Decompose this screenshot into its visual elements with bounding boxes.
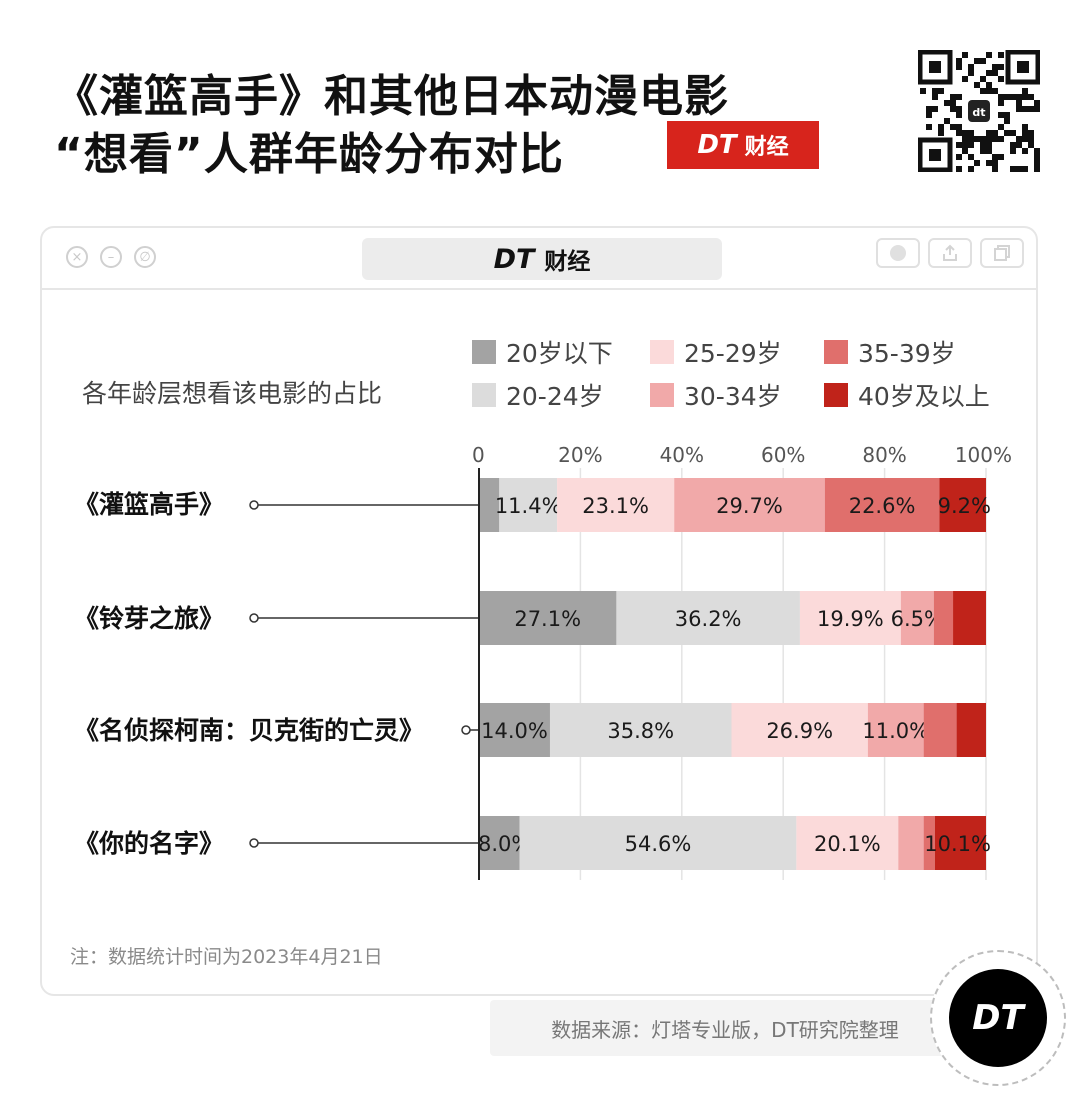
legend-item-20-24: 20-24岁 xyxy=(472,377,604,413)
data-note: 注：数据统计时间为2023年4月21日 xyxy=(70,946,383,968)
bar-segment xyxy=(824,478,940,532)
bar-data-label: 26.9% xyxy=(766,719,833,743)
x-tick-label: 0 xyxy=(472,443,485,467)
window-title-cj: 财经 xyxy=(544,249,591,275)
chart-subtitle: 各年龄层想看该电影的占比 xyxy=(82,379,383,408)
legend-label: 20岁以下 xyxy=(506,339,613,368)
bar-segment xyxy=(900,591,934,645)
bar-data-label: 22.6% xyxy=(849,494,916,518)
bar-data-label: 36.2% xyxy=(675,607,742,631)
bar-data-label: 29.7% xyxy=(716,494,783,518)
bar-data-label: 27.1% xyxy=(514,607,581,631)
bar-data-label: 35.8% xyxy=(607,719,674,743)
legend-item-under20: 20岁以下 xyxy=(472,334,613,370)
copy-icon[interactable] xyxy=(980,238,1024,268)
x-tick-label: 20% xyxy=(558,443,602,467)
leader-dot xyxy=(249,613,259,623)
bar-segment xyxy=(923,816,935,870)
brand-badge-dt: DT xyxy=(697,130,737,160)
legend-swatch xyxy=(472,340,496,364)
disabled-icon[interactable]: ∅ xyxy=(134,246,156,268)
page-title-line2: “想看”人群年龄分布对比 xyxy=(54,129,564,180)
bar-segment xyxy=(796,816,899,870)
close-icon[interactable]: × xyxy=(66,246,88,268)
bar-data-label: 14.0% xyxy=(481,719,548,743)
leader-dot xyxy=(461,725,471,735)
legend-label: 30-34岁 xyxy=(684,382,782,411)
bar-segment xyxy=(479,591,617,645)
bar-segment xyxy=(499,478,558,532)
leader-dot xyxy=(249,500,259,510)
page-title-line1: 《灌篮高手》和其他日本动漫电影 xyxy=(54,71,729,122)
x-tick-label: 40% xyxy=(660,443,704,467)
bar-segment xyxy=(731,703,868,757)
record-icon[interactable] xyxy=(876,238,920,268)
bar-data-label: 54.6% xyxy=(625,832,692,856)
bar-segment xyxy=(898,816,924,870)
bar-segment xyxy=(549,703,732,757)
bar-data-label: 10.1% xyxy=(924,832,991,856)
bar-segment xyxy=(479,816,520,870)
bar-segment xyxy=(557,478,675,532)
legend-item-30-34: 30-34岁 xyxy=(650,377,782,413)
window-title: DT 财经 xyxy=(362,238,722,280)
bar-segment xyxy=(956,703,986,757)
category-label-slam-dunk: 《灌篮高手》 xyxy=(74,490,225,519)
legend-swatch xyxy=(824,340,848,364)
bar-data-label: 11.4% xyxy=(495,494,562,518)
svg-text:dt: dt xyxy=(972,106,985,119)
category-label-your-name: 《你的名字》 xyxy=(74,829,225,858)
share-icon[interactable] xyxy=(928,238,972,268)
legend-swatch xyxy=(824,383,848,407)
x-tick-label: 60% xyxy=(761,443,805,467)
bar-segment xyxy=(953,591,986,645)
legend-swatch xyxy=(472,383,496,407)
bar-segment xyxy=(519,816,797,870)
legend-swatch xyxy=(650,340,674,364)
bar-segment xyxy=(939,478,986,532)
x-tick-label: 100% xyxy=(955,443,1012,467)
legend-swatch xyxy=(650,383,674,407)
bar-segment xyxy=(674,478,825,532)
bar-data-label: 20.1% xyxy=(814,832,881,856)
window-header: × – ∅ DT 财经 xyxy=(42,228,1036,290)
legend-label: 35-39岁 xyxy=(858,339,956,368)
bar-data-label: 23.1% xyxy=(582,494,649,518)
bar-segment xyxy=(479,703,550,757)
legend-item-40plus: 40岁及以上 xyxy=(824,377,990,413)
bar-segment xyxy=(867,703,924,757)
brand-badge: DT 财经 xyxy=(667,121,819,169)
legend-label: 20-24岁 xyxy=(506,382,604,411)
brand-badge-cj: 财经 xyxy=(744,135,789,160)
qr-code-icon: dt xyxy=(918,50,1040,172)
bar-segment xyxy=(933,591,954,645)
dt-logo-badge: DT xyxy=(930,950,1066,1086)
legend-item-25-29: 25-29岁 xyxy=(650,334,782,370)
category-label-conan: 《名侦探柯南：贝克街的亡灵》 xyxy=(74,716,425,745)
minimize-icon[interactable]: – xyxy=(100,246,122,268)
bar-segment xyxy=(799,591,901,645)
data-source: 数据来源：灯塔专业版，DT研究院整理 xyxy=(490,1000,960,1056)
legend-label: 25-29岁 xyxy=(684,339,782,368)
bar-segment xyxy=(616,591,800,645)
bar-data-label: 9.2% xyxy=(938,494,991,518)
bar-segment xyxy=(934,816,986,870)
bar-segment xyxy=(479,478,500,532)
category-label-suzume: 《铃芽之旅》 xyxy=(74,604,225,633)
legend-item-35-39: 35-39岁 xyxy=(824,334,956,370)
dt-logo-icon: DT xyxy=(949,969,1047,1067)
bar-segment xyxy=(923,703,957,757)
leader-dot xyxy=(249,838,259,848)
bar-data-label: 19.9% xyxy=(817,607,884,631)
window-title-dt: DT xyxy=(493,243,535,275)
bar-data-label: 11.0% xyxy=(862,719,929,743)
legend-label: 40岁及以上 xyxy=(858,382,990,411)
x-tick-label: 80% xyxy=(862,443,906,467)
